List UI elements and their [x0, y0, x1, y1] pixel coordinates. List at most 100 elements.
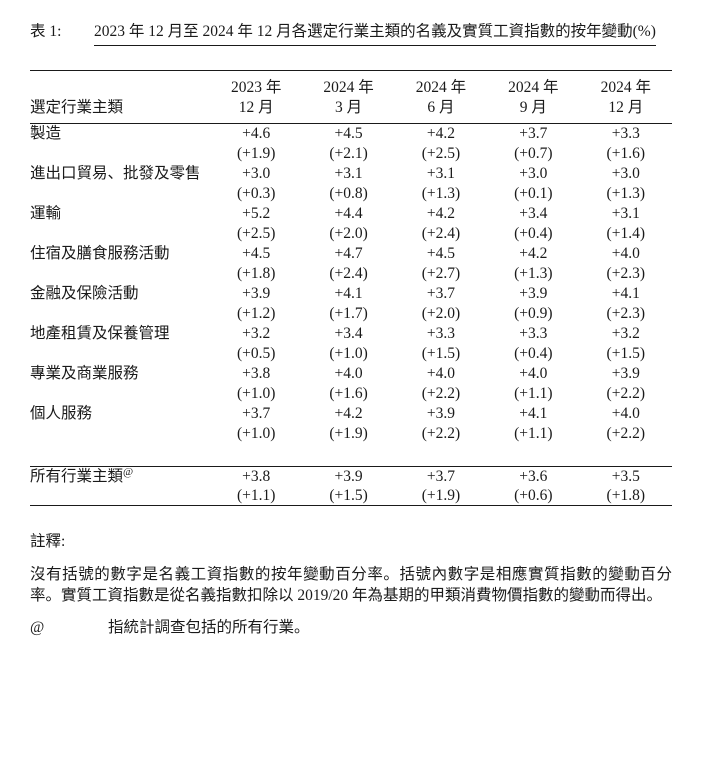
real-value: (+1.8)	[606, 487, 645, 504]
real-value: (+2.4)	[329, 265, 368, 282]
nominal-value: +4.2	[426, 205, 456, 222]
real-value: (+1.5)	[606, 345, 645, 362]
nominal-value: +3.2	[611, 325, 640, 342]
real-value: (+1.1)	[514, 425, 553, 442]
value-cell: +4.0 (+2.2)	[395, 364, 487, 404]
nominal-value: +4.1	[611, 285, 640, 302]
value-cell: +3.9 (+2.2)	[580, 364, 672, 404]
row-label: 金融及保險活動	[30, 285, 139, 302]
wage-index-table: 2023 年 2024 年 2024 年 2024 年 2024 年 選定行業主…	[30, 70, 672, 506]
total-cell: +3.8 (+1.1)	[210, 467, 302, 506]
real-value: (+1.5)	[329, 487, 368, 504]
value-cell: +3.9 (+0.9)	[487, 284, 579, 324]
real-value: (+0.4)	[514, 225, 553, 242]
notes-heading: 註釋:	[30, 533, 66, 550]
table-footer: 所有行業主類@ +3.8 (+1.1) +3.9 (+1.5) +3.7 (+1…	[30, 465, 672, 506]
real-value: (+2.0)	[329, 225, 368, 242]
row-label: 住宿及膳食服務活動	[30, 245, 170, 262]
row-label: 進出口貿易、批發及零售	[30, 165, 201, 182]
nominal-value: +3.8	[242, 365, 271, 382]
real-value: (+1.6)	[606, 145, 645, 162]
nominal-value: +4.2	[426, 125, 456, 142]
nominal-value: +3.9	[519, 285, 548, 302]
table-title: 表 1: 2023 年 12 月至 2024 年 12 月各選定行業主類的名義及…	[30, 22, 672, 46]
real-value: (+1.1)	[514, 385, 553, 402]
real-value: (+2.3)	[606, 265, 645, 282]
table-header: 2023 年 2024 年 2024 年 2024 年 2024 年 選定行業主…	[30, 70, 672, 124]
table-number-label: 表 1:	[30, 23, 62, 40]
nominal-value: +3.4	[334, 325, 363, 342]
nominal-value: +3.0	[242, 165, 271, 182]
real-value: (+2.4)	[421, 225, 461, 242]
value-cell: +4.1 (+2.3)	[580, 284, 672, 324]
value-cell: +5.2 (+2.5)	[210, 204, 302, 244]
year-header-row: 2023 年 2024 年 2024 年 2024 年 2024 年	[30, 71, 672, 99]
row-label: 專業及商業服務	[30, 365, 139, 382]
value-cell: +3.7 (+1.0)	[210, 404, 302, 467]
notes-paragraph: 沒有括號的數字是名義工資指數的按年變動百分率。括號內數字是相應實質指數的變動百分…	[30, 566, 672, 604]
total-label-text: 所有行業主類	[30, 468, 124, 485]
value-cell: +3.9 (+1.2)	[210, 284, 302, 324]
year-header: 2024 年	[600, 79, 651, 96]
industry-row: 住宿及膳食服務活動 +4.5 (+1.8) +4.7 (+2.4) +4.5 (+2.7) +…	[30, 244, 672, 284]
value-cell: +3.9 (+2.2)	[395, 404, 487, 467]
industry-row: 專業及商業服務 +3.8 (+1.0) +4.0 (+1.6) +4.0 (+2.2) +4.…	[30, 364, 672, 404]
real-value: (+0.8)	[329, 185, 368, 202]
footnote-symbol: @	[30, 619, 45, 636]
real-value: (+2.2)	[421, 385, 461, 402]
notes-section: 註釋: 沒有括號的數字是名義工資指數的按年變動百分率。括號內數字是相應實質指數的…	[30, 532, 672, 638]
nominal-value: +4.4	[334, 205, 363, 222]
row-label: 運輸	[30, 205, 62, 222]
value-cell: +4.1 (+1.1)	[487, 404, 579, 467]
nominal-value: +3.2	[242, 325, 271, 342]
nominal-value: +3.1	[426, 165, 456, 182]
industry-row: 金融及保險活動 +3.9 (+1.2) +4.1 (+1.7) +3.7 (+2.0) +3.…	[30, 284, 672, 324]
month-header-row: 選定行業主類 12 月 3 月 6 月 9 月 12 月	[30, 98, 672, 124]
row-label: 個人服務	[30, 405, 93, 422]
nominal-value: +3.1	[334, 165, 363, 182]
industry-row: 個人服務 +3.7 (+1.0) +4.2 (+1.9) +3.9 (+2.2) +4.1 (+…	[30, 404, 672, 467]
value-cell: +4.0 (+2.2)	[580, 404, 672, 467]
real-value: (+2.2)	[606, 425, 645, 442]
row-label: 製造	[30, 125, 62, 142]
table-title-text: 2023 年 12 月至 2024 年 12 月各選定行業主類的名義及實質工資指…	[94, 22, 656, 46]
value-cell: +3.3 (+0.4)	[487, 324, 579, 364]
real-value: (+2.1)	[329, 145, 368, 162]
value-cell: +3.3 (+1.6)	[580, 124, 672, 165]
real-value: (+1.9)	[421, 487, 461, 504]
nominal-value: +4.5	[242, 245, 271, 262]
value-cell: +4.6 (+1.9)	[210, 124, 302, 165]
real-value: (+1.0)	[329, 345, 368, 362]
value-cell: +3.0 (+0.3)	[210, 164, 302, 204]
nominal-value: +4.5	[334, 125, 363, 142]
nominal-value: +3.9	[611, 365, 640, 382]
nominal-value: +3.0	[611, 165, 640, 182]
real-value: (+1.3)	[421, 185, 461, 202]
value-cell: +3.4 (+0.4)	[487, 204, 579, 244]
total-cell: +3.9 (+1.5)	[302, 467, 394, 506]
value-cell: +3.1 (+0.8)	[302, 164, 394, 204]
nominal-value: +4.1	[519, 405, 548, 422]
real-value: (+0.1)	[514, 185, 553, 202]
nominal-value: +4.1	[334, 285, 363, 302]
real-value: (+1.1)	[236, 487, 276, 504]
nominal-value: +3.3	[519, 325, 548, 342]
footnote-row: @ 指統計調查包括的所有行業。	[30, 618, 672, 638]
value-cell: +4.2 (+2.5)	[395, 124, 487, 165]
year-header: 2024 年	[508, 79, 559, 96]
year-header: 2024 年	[323, 79, 374, 96]
industry-row: 運輸 +5.2 (+2.5) +4.4 (+2.0) +4.2 (+2.4) +3.4 (+0.…	[30, 204, 672, 244]
nominal-value: +5.2	[242, 205, 271, 222]
value-cell: +4.0 (+2.3)	[580, 244, 672, 284]
footnote-marker: @	[123, 465, 134, 478]
value-cell: +3.2 (+0.5)	[210, 324, 302, 364]
nominal-value: +3.5	[611, 468, 640, 485]
industry-row: 製造 +4.6 (+1.9) +4.5 (+2.1) +4.2 (+2.5) +3.7 (+0.…	[30, 124, 672, 165]
nominal-value: +4.5	[426, 245, 456, 262]
total-row-label: 所有行業主類@	[30, 465, 210, 506]
nominal-value: +3.9	[334, 468, 363, 485]
month-header: 12 月	[608, 99, 644, 116]
nominal-value: +3.9	[242, 285, 271, 302]
real-value: (+1.0)	[236, 385, 276, 402]
real-value: (+2.3)	[606, 305, 645, 322]
